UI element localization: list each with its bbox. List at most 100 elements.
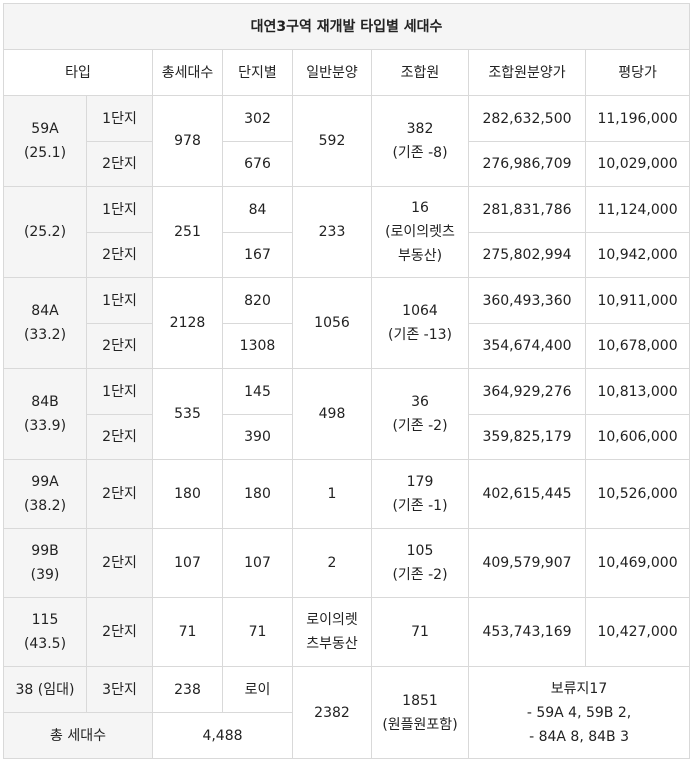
type-name: 115: [31, 612, 59, 628]
type-cell: 84B (33.9): [3, 368, 87, 460]
type-cell: 99A (38.2): [3, 459, 87, 529]
pyeong-price: 10,427,000: [584, 597, 691, 667]
type-area: (25.2): [23, 224, 67, 240]
pyeong-price: 10,029,000: [584, 141, 691, 187]
type-name: 84A: [31, 303, 59, 319]
table-row: 38 (임대) 3단지 238 로이 2382 1851 (원플원포함) 보류지…: [3, 666, 691, 759]
table-row: 59A (25.1) 1단지 978 302 592 382 (기존 -8) 2…: [3, 95, 691, 187]
complex-label: 2단지: [86, 597, 153, 667]
type-name: 84B: [31, 394, 59, 410]
complex-count: 302: [222, 95, 293, 142]
complex-count: 167: [222, 232, 293, 278]
type-area: (33.2): [23, 327, 67, 343]
header-union-price: 조합원분양가: [468, 49, 586, 96]
pyeong-price: 10,942,000: [584, 232, 691, 278]
pyeong-price: 10,606,000: [584, 414, 691, 460]
union-price: 402,615,445: [468, 459, 586, 529]
complex-label: 1단지: [86, 368, 153, 415]
table-row: 84B (33.9) 1단지 535 145 498 36 (기존 -2) 36…: [3, 368, 691, 460]
pyeong-price: 10,469,000: [584, 528, 691, 598]
table-row: 84A (33.2) 1단지 2128 820 1056 1064 (기존 -1…: [3, 277, 691, 369]
total-count: 71: [152, 597, 223, 667]
table-row: 총 세대수 4,488: [3, 712, 690, 759]
pyeong-price: 11,124,000: [584, 186, 691, 233]
type-area: (38.2): [23, 498, 67, 514]
complex-count: 107: [222, 528, 293, 598]
complex-count: 145: [222, 368, 293, 415]
unit-type-table: 대연3구역 재개발 타입별 세대수 타입 총세대수 단지별 일반분양 조합원 조…: [2, 3, 691, 759]
pyeong-price: 10,526,000: [584, 459, 691, 529]
union-price: 282,632,500: [468, 95, 586, 142]
complex-count: 390: [222, 414, 293, 460]
type-cell: 84A (33.2): [3, 277, 87, 369]
complex-label: 3단지: [86, 666, 153, 713]
header-type: 타입: [3, 49, 153, 96]
complex-count: 180: [222, 459, 293, 529]
header-union: 조합원: [371, 49, 469, 96]
complex-count: 로이: [222, 666, 293, 713]
pyeong-price: 10,911,000: [584, 277, 691, 324]
type-cell: (25.2): [3, 186, 87, 278]
complex-count: 820: [222, 277, 293, 324]
type-area: (43.5): [23, 636, 67, 652]
complex-count: 1308: [222, 323, 293, 369]
header-general: 일반분양: [292, 49, 372, 96]
complex-label: 2단지: [86, 414, 153, 460]
union-count: 382 (기존 -8): [371, 95, 469, 187]
summary-general: 2382: [292, 666, 372, 759]
union-count: 1064 (기존 -13): [371, 277, 469, 369]
table-row: 115 (43.5) 2단지 71 71 로이의렛 츠부동산 71 453,74…: [3, 597, 691, 667]
table-row: 2단지 1308 354,674,400 10,678,000: [4, 323, 691, 369]
general-count: 498: [292, 368, 372, 460]
total-count: 978: [152, 95, 223, 187]
pyeong-price: 10,813,000: [584, 368, 691, 415]
pyeong-price: 11,196,000: [584, 95, 691, 142]
total-count: 238: [152, 666, 223, 713]
general-count: 2: [292, 528, 372, 598]
general-count: 1: [292, 459, 372, 529]
total-count: 2128: [152, 277, 223, 369]
complex-count: 676: [222, 141, 293, 187]
complex-label: 2단지: [86, 459, 153, 529]
summary-union: 1851 (원플원포함): [371, 666, 469, 759]
union-price: 453,743,169: [468, 597, 586, 667]
type-name: 99B: [31, 543, 59, 559]
union-price: 275,802,994: [468, 232, 586, 278]
complex-count: 84: [222, 186, 293, 233]
complex-label: 2단지: [86, 232, 153, 278]
union-count: 16 (로이의렛츠 부동산): [371, 186, 469, 278]
reserved-units-note: 보류지17 - 59A 4, 59B 2, - 84A 8, 84B 3: [467, 666, 691, 759]
pyeong-price: 10,678,000: [584, 323, 691, 369]
general-count: 로이의렛 츠부동산: [292, 597, 372, 667]
table-row: 2단지 676 276,986,709 10,029,000: [4, 141, 691, 187]
complex-label: 2단지: [86, 323, 153, 369]
union-count: 36 (기존 -2): [371, 368, 469, 460]
union-price: 364,929,276: [468, 368, 586, 415]
union-count: 105 (기존 -2): [371, 528, 469, 598]
complex-label: 1단지: [86, 277, 153, 324]
general-count: 233: [292, 186, 372, 278]
complex-label: 2단지: [86, 141, 153, 187]
table-row: 2단지 390 359,825,179 10,606,000: [4, 414, 691, 460]
total-count: 107: [152, 528, 223, 598]
general-count: 1056: [292, 277, 372, 369]
summary-label: 총 세대수: [3, 712, 153, 759]
union-price: 359,825,179: [468, 414, 586, 460]
type-name: 99A: [31, 474, 59, 490]
summary-total: 4,488: [152, 712, 293, 759]
complex-label: 1단지: [86, 95, 153, 142]
union-price: 409,579,907: [468, 528, 586, 598]
type-cell: 99B (39): [3, 528, 87, 598]
complex-label: 2단지: [86, 528, 153, 598]
union-price: 360,493,360: [468, 277, 586, 324]
table-row: 2단지 167 275,802,994 10,942,000: [4, 232, 691, 278]
union-count: 71: [371, 597, 469, 667]
type-area: (33.9): [23, 418, 67, 434]
total-count: 180: [152, 459, 223, 529]
header-pyeong-price: 평당가: [584, 49, 691, 96]
total-count: 535: [152, 368, 223, 460]
table-row: 99A (38.2) 2단지 180 180 1 179 (기존 -1) 402…: [3, 459, 691, 529]
type-area: (25.1): [23, 145, 67, 161]
type-cell: 115 (43.5): [3, 597, 87, 667]
type-cell: 38 (임대): [3, 666, 87, 713]
